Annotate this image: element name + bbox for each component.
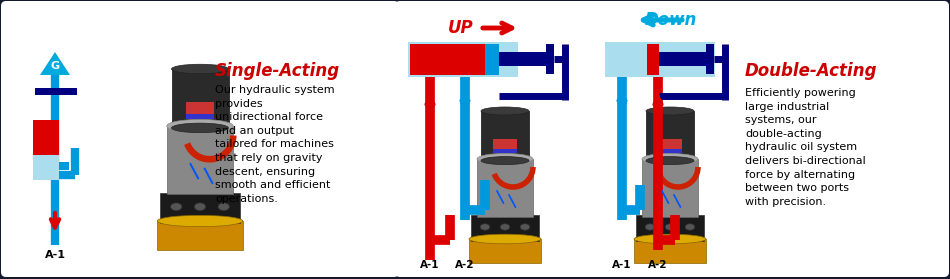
Ellipse shape [665,224,674,230]
Bar [59,162,69,170]
Ellipse shape [195,203,206,211]
Bar [172,69,229,128]
Polygon shape [40,52,70,75]
Text: Single-Acting: Single-Acting [215,62,340,80]
Text: Double-Acting: Double-Acting [745,62,878,80]
Text: Down: Down [645,11,697,29]
Bar [161,193,240,223]
Ellipse shape [642,153,698,165]
Ellipse shape [158,215,243,227]
Ellipse shape [685,224,694,230]
Bar [471,215,539,240]
Ellipse shape [218,203,230,211]
Bar [659,52,709,66]
Ellipse shape [521,224,530,230]
Text: G: G [50,61,60,71]
Bar [35,88,77,95]
Text: A-2: A-2 [455,260,475,270]
FancyBboxPatch shape [1,1,399,277]
Bar [158,221,243,249]
Bar [607,44,647,75]
Text: A-1: A-1 [45,250,66,260]
Bar [493,149,517,153]
Text: A-1: A-1 [612,260,632,270]
Bar [493,139,517,153]
FancyBboxPatch shape [395,1,949,277]
Ellipse shape [646,107,694,115]
Ellipse shape [646,157,694,165]
Bar [186,102,215,119]
Ellipse shape [167,119,234,133]
FancyBboxPatch shape [408,42,518,77]
Bar [186,102,215,108]
Ellipse shape [469,234,541,244]
Text: Efficiently powering
large industrial
systems, our
double-acting
hydraulic oil s: Efficiently powering large industrial sy… [745,88,865,207]
Ellipse shape [172,123,229,133]
Ellipse shape [480,224,490,230]
Bar [410,44,485,75]
Bar [642,159,698,217]
Bar [167,126,234,194]
Bar [658,139,682,153]
Bar [546,44,554,74]
Ellipse shape [172,64,229,74]
Ellipse shape [481,107,529,115]
Ellipse shape [645,224,655,230]
Bar [634,239,706,263]
Bar [477,159,533,217]
Text: Our hydraulic system
provides
unidirectional force
and an output
tailored for ma: Our hydraulic system provides unidirecti… [215,85,334,204]
Bar [658,149,682,153]
Ellipse shape [501,224,510,230]
Ellipse shape [481,157,529,165]
Bar [33,155,59,180]
Bar [469,239,541,263]
Bar [33,120,59,180]
Bar [186,114,215,119]
Bar [485,44,499,75]
Bar [646,111,694,161]
Bar [499,52,549,66]
Ellipse shape [171,203,182,211]
Bar [658,139,682,144]
Text: UP: UP [448,19,474,37]
Bar [493,139,517,144]
FancyBboxPatch shape [605,42,715,77]
Text: A-2: A-2 [648,260,668,270]
Bar [706,44,714,74]
Ellipse shape [634,234,706,244]
Text: A-1: A-1 [420,260,440,270]
Ellipse shape [477,153,533,165]
Bar [647,44,659,75]
Bar [481,111,529,161]
Bar [636,215,704,240]
